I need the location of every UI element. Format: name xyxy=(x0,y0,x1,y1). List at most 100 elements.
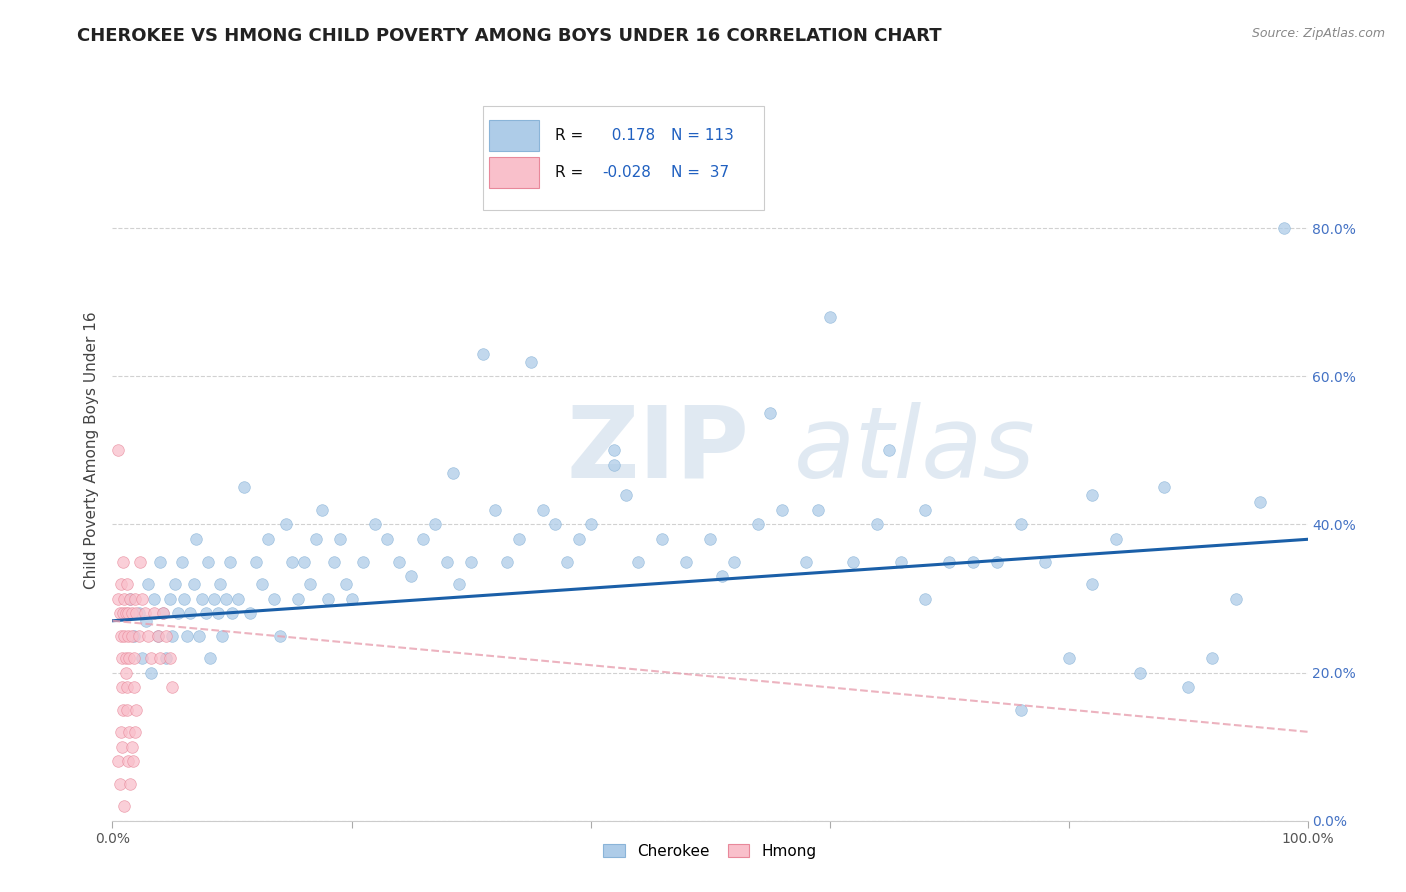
Point xyxy=(107,443,129,458)
Point xyxy=(197,555,219,569)
Bar xyxy=(489,156,538,187)
Point xyxy=(108,776,131,791)
Point xyxy=(125,607,148,621)
Point xyxy=(723,555,745,569)
Point xyxy=(114,650,136,665)
Point xyxy=(269,628,291,642)
Point xyxy=(699,533,721,547)
Point xyxy=(914,502,936,516)
Point xyxy=(124,724,146,739)
Point xyxy=(117,628,139,642)
Point xyxy=(675,555,697,569)
Point xyxy=(1010,703,1032,717)
Point xyxy=(603,443,626,458)
Point xyxy=(1177,681,1199,695)
Point xyxy=(138,628,160,642)
Point xyxy=(1081,576,1104,591)
Point xyxy=(1033,555,1056,569)
Point xyxy=(121,628,143,642)
Point xyxy=(603,458,626,473)
Point xyxy=(651,533,673,547)
Point xyxy=(496,555,519,569)
Point xyxy=(194,607,217,621)
Point xyxy=(436,555,458,569)
Point xyxy=(401,569,423,583)
Point xyxy=(111,739,134,754)
Point xyxy=(122,650,145,665)
Point xyxy=(107,591,129,606)
Point xyxy=(879,443,901,458)
Point xyxy=(759,407,782,421)
Point xyxy=(579,517,602,532)
Point xyxy=(818,310,841,325)
Point xyxy=(146,628,169,642)
Point xyxy=(122,628,145,642)
Point xyxy=(110,724,132,739)
Point xyxy=(1153,480,1175,494)
Point xyxy=(186,533,208,547)
Point xyxy=(472,347,495,361)
Point xyxy=(110,628,132,642)
Point xyxy=(311,502,333,516)
Point xyxy=(173,591,195,606)
Point xyxy=(162,681,183,695)
Point xyxy=(292,555,315,569)
Point xyxy=(187,628,209,642)
Point xyxy=(111,650,134,665)
Point xyxy=(152,607,174,621)
Point xyxy=(143,607,166,621)
Point xyxy=(1010,517,1032,532)
Point xyxy=(352,555,374,569)
Point xyxy=(221,607,243,621)
Point xyxy=(114,798,135,813)
Point xyxy=(134,607,156,621)
Point xyxy=(807,502,830,516)
Point xyxy=(281,555,304,569)
Point xyxy=(143,591,166,606)
Point xyxy=(209,576,232,591)
Point xyxy=(128,607,150,621)
Point xyxy=(108,607,131,621)
Point xyxy=(200,650,222,665)
Point xyxy=(388,555,411,569)
Point xyxy=(531,502,554,516)
Point xyxy=(149,555,172,569)
Point xyxy=(329,533,352,547)
Point xyxy=(412,533,434,547)
Point xyxy=(163,576,186,591)
Point xyxy=(460,555,482,569)
Text: -0.028: -0.028 xyxy=(603,165,651,180)
Point xyxy=(122,681,145,695)
Point xyxy=(447,576,470,591)
Point xyxy=(484,502,506,516)
Point xyxy=(135,614,157,628)
Point xyxy=(152,607,174,621)
Point xyxy=(508,533,530,547)
Point xyxy=(747,517,769,532)
Point xyxy=(179,607,201,621)
Point xyxy=(316,591,339,606)
Point xyxy=(207,607,229,621)
Point xyxy=(1057,650,1080,665)
Text: R =: R = xyxy=(554,128,583,144)
Point xyxy=(155,650,177,665)
Point xyxy=(107,755,129,769)
Point xyxy=(441,466,464,480)
Point xyxy=(149,650,172,665)
Point xyxy=(112,703,135,717)
Point xyxy=(111,681,134,695)
Point xyxy=(287,591,309,606)
Point xyxy=(120,776,142,791)
Point xyxy=(115,576,138,591)
Point xyxy=(121,607,143,621)
Point xyxy=(118,650,141,665)
Point xyxy=(191,591,214,606)
Point xyxy=(110,576,132,591)
Point xyxy=(520,354,543,368)
Point xyxy=(131,650,153,665)
Point xyxy=(335,576,357,591)
Point xyxy=(176,628,198,642)
Point xyxy=(114,628,135,642)
Point xyxy=(159,650,181,665)
Point xyxy=(226,591,249,606)
